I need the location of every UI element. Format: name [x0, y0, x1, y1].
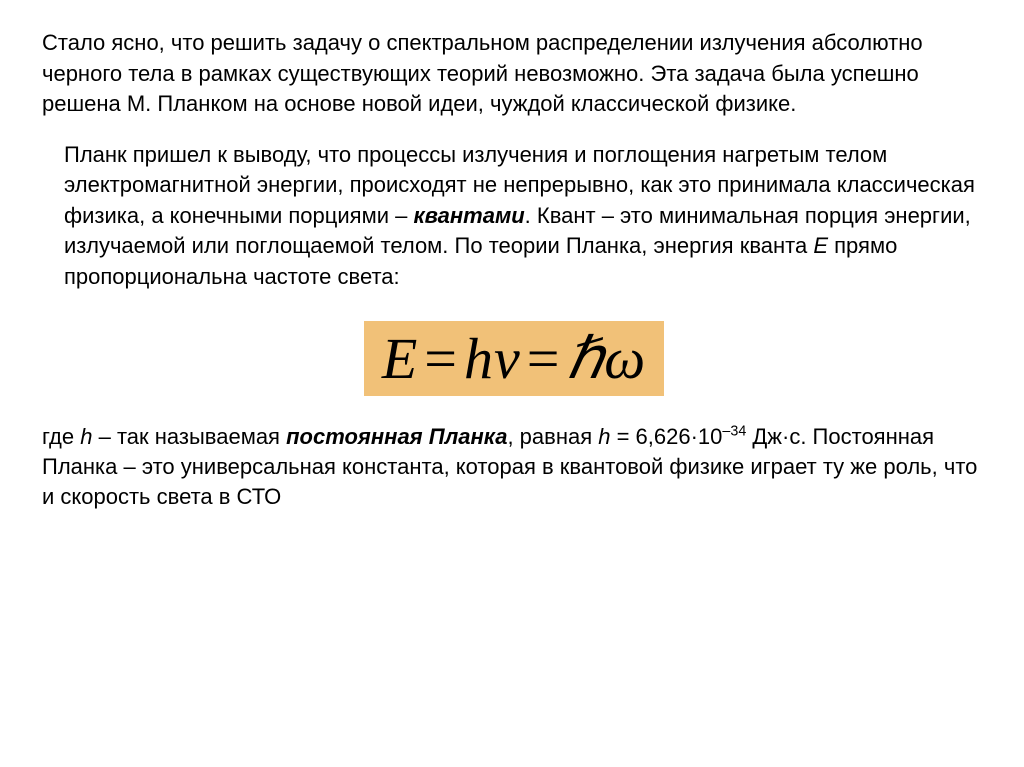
planck-formula: E=hν=ℏω	[382, 326, 646, 391]
formula-container: E=hν=ℏω	[42, 321, 986, 397]
para3-mid2: , равная	[507, 424, 598, 449]
para3-mid3: = 6,626·10	[610, 424, 722, 449]
var-h: h	[80, 424, 92, 449]
formula-omega: ω	[604, 326, 646, 391]
formula-highlight-box: E=hν=ℏω	[364, 321, 664, 397]
formula-nu: ν	[494, 326, 521, 391]
para3-pre: где	[42, 424, 80, 449]
exponent-minus34: –34	[722, 424, 746, 440]
term-planck-constant: постоянная Планка	[286, 424, 507, 449]
energy-var-E: E	[813, 233, 828, 258]
formula-hbar: ℏ	[566, 326, 604, 391]
formula-h: h	[464, 326, 494, 391]
para3-mid1: – так называемая	[92, 424, 286, 449]
quanta-paragraph: Планк пришел к выводу, что процессы излу…	[64, 140, 986, 293]
term-quanta: квантами	[413, 203, 524, 228]
intro-paragraph: Стало ясно, что решить задачу о спектрал…	[42, 28, 986, 120]
slide: Стало ясно, что решить задачу о спектрал…	[0, 0, 1024, 767]
equals-icon: =	[521, 326, 567, 391]
var-h-2: h	[598, 424, 610, 449]
explanation-paragraph: где h – так называемая постоянная Планка…	[42, 422, 986, 512]
formula-E: E	[382, 326, 418, 391]
equals-icon: =	[418, 326, 464, 391]
